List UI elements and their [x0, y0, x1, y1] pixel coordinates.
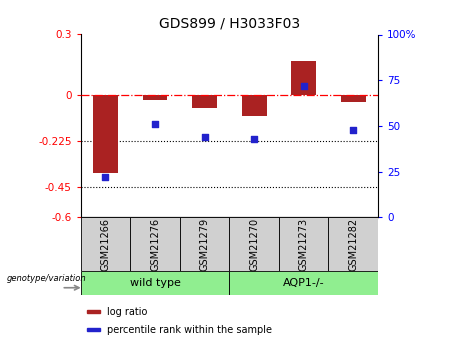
Text: GSM21270: GSM21270: [249, 218, 259, 270]
Bar: [142, 96, 167, 99]
Text: genotype/variation: genotype/variation: [7, 274, 87, 283]
Point: [349, 127, 357, 132]
Bar: [291, 61, 316, 96]
Bar: [81, 217, 130, 271]
Text: wild type: wild type: [130, 278, 180, 288]
Text: GSM21282: GSM21282: [348, 218, 358, 270]
Point: [201, 134, 208, 140]
Text: GSM21276: GSM21276: [150, 218, 160, 270]
Bar: [279, 217, 328, 271]
Bar: [130, 217, 180, 271]
Bar: [229, 217, 279, 271]
Point: [300, 83, 307, 88]
Bar: [87, 310, 100, 313]
Text: GSM21266: GSM21266: [100, 218, 111, 270]
Bar: [229, 271, 378, 295]
Text: percentile rank within the sample: percentile rank within the sample: [107, 325, 272, 335]
Bar: [328, 217, 378, 271]
Bar: [242, 96, 266, 116]
Point: [250, 136, 258, 141]
Title: GDS899 / H3033F03: GDS899 / H3033F03: [159, 17, 300, 31]
Text: GSM21273: GSM21273: [299, 218, 309, 270]
Bar: [87, 328, 100, 331]
Text: log ratio: log ratio: [107, 307, 148, 317]
Bar: [180, 217, 229, 271]
Point: [102, 174, 109, 180]
Point: [151, 121, 159, 127]
Text: GSM21279: GSM21279: [200, 218, 210, 270]
Bar: [192, 96, 217, 108]
Bar: [93, 96, 118, 172]
Bar: [341, 96, 366, 101]
Bar: [81, 271, 230, 295]
Text: AQP1-/-: AQP1-/-: [283, 278, 325, 288]
